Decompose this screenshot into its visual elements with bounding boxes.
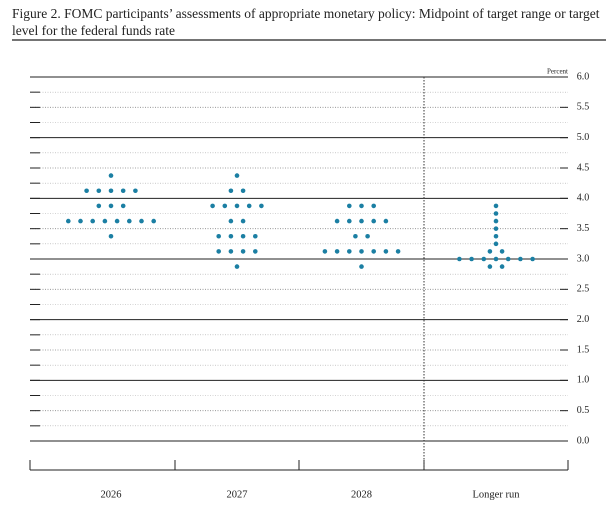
dot	[359, 264, 364, 269]
dot	[108, 188, 114, 194]
dot	[505, 256, 511, 262]
dot	[66, 218, 71, 224]
y-tick-label: 3.0	[577, 253, 590, 264]
dot	[259, 203, 264, 209]
dot	[493, 256, 499, 262]
y-tick-label: 5.5	[577, 102, 590, 113]
dot	[240, 218, 246, 224]
dot	[469, 256, 474, 262]
x-tick-label: 2028	[351, 489, 372, 500]
dot	[493, 241, 499, 247]
dot	[222, 203, 228, 209]
x-tick-label: Longer run	[473, 489, 521, 500]
dot	[383, 249, 389, 254]
dot	[234, 203, 240, 209]
dot	[347, 203, 352, 209]
dot	[395, 249, 401, 254]
dot	[493, 233, 499, 239]
y-tick-label: 4.0	[577, 193, 590, 204]
dot	[234, 173, 240, 178]
dot	[228, 249, 234, 254]
dot	[347, 218, 352, 224]
y-tick-label: 6.0	[577, 71, 590, 82]
dot	[240, 233, 246, 239]
y-tick-label: 0.0	[577, 435, 590, 446]
dot	[371, 218, 377, 224]
dot	[518, 256, 523, 262]
y-tick-label: 5.0	[577, 132, 590, 143]
dot	[457, 256, 462, 262]
dot	[365, 233, 370, 239]
dot	[216, 249, 221, 254]
dot	[371, 249, 377, 254]
y-tick-label: 0.5	[577, 405, 590, 416]
dot	[493, 203, 499, 209]
dot	[78, 218, 83, 224]
dot	[102, 218, 108, 224]
dot	[334, 218, 340, 224]
dot	[334, 249, 340, 254]
dot	[493, 226, 499, 231]
dot	[359, 203, 364, 209]
dot	[487, 249, 493, 254]
dot	[228, 188, 234, 194]
dot	[253, 249, 258, 254]
y-tick-label: 4.5	[577, 162, 590, 173]
dot	[228, 233, 234, 239]
dot	[96, 188, 102, 194]
dot	[234, 264, 240, 269]
dot	[84, 188, 89, 194]
dot	[90, 218, 95, 224]
x-tick-label: 2027	[227, 489, 248, 500]
dot	[253, 233, 258, 239]
x-tick-label: 2026	[101, 489, 122, 500]
dot	[133, 188, 138, 194]
dot	[228, 218, 234, 224]
dot	[493, 211, 499, 216]
chart-title: Figure 2. FOMC participants’ assessments…	[12, 6, 600, 38]
dot	[151, 218, 156, 224]
dot	[359, 218, 364, 224]
dot	[120, 203, 126, 209]
dot	[530, 256, 535, 262]
dot	[240, 188, 246, 194]
y-tick-label: 1.5	[577, 344, 590, 355]
dot	[108, 173, 114, 178]
dot	[383, 218, 389, 224]
dot	[139, 218, 144, 224]
y-tick-label: 2.0	[577, 314, 590, 325]
dot	[353, 233, 358, 239]
y-tick-label: 2.5	[577, 284, 590, 295]
dot	[108, 203, 114, 209]
dot	[371, 203, 377, 209]
dot	[246, 203, 252, 209]
dot	[499, 264, 505, 269]
dot	[240, 249, 246, 254]
y-tick-label: 3.5	[577, 223, 590, 234]
dot	[114, 218, 120, 224]
dot	[96, 203, 102, 209]
dot	[481, 256, 487, 262]
dot	[499, 249, 505, 254]
dot	[108, 233, 114, 239]
y-tick-label: 1.0	[577, 375, 590, 386]
y-axis-label: Percent	[547, 68, 568, 76]
dot	[359, 249, 364, 254]
dot	[216, 233, 221, 239]
dot	[347, 249, 352, 254]
dot	[487, 264, 493, 269]
dot	[493, 218, 499, 224]
dot	[127, 218, 132, 224]
dot	[210, 203, 215, 209]
dot	[322, 249, 328, 254]
dot	[120, 188, 126, 194]
